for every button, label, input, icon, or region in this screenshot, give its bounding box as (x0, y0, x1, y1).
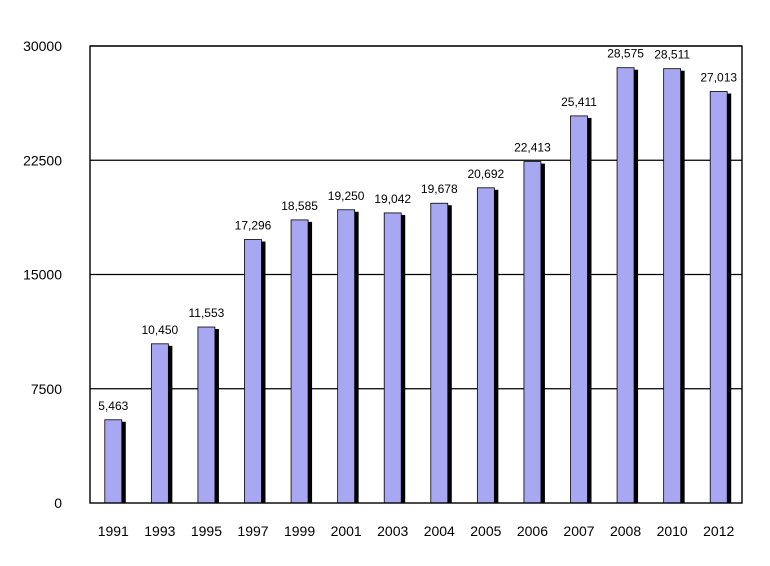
plot-frame (89, 45, 743, 504)
y-tick-label: 22500 (23, 152, 62, 168)
x-tick-label: 2008 (610, 523, 641, 539)
gridlines (90, 45, 742, 390)
bar-1995 (197, 326, 216, 504)
x-tick-label: 2004 (424, 523, 455, 539)
data-label: 28,511 (654, 48, 690, 62)
bar-1997 (244, 239, 262, 504)
data-label: 5,463 (98, 399, 128, 413)
data-label: 25,411 (561, 95, 597, 109)
x-tick-label: 2005 (470, 523, 501, 539)
data-label: 28,575 (607, 47, 644, 61)
x-tick-label: 1993 (144, 523, 175, 539)
data-label: 20,692 (468, 167, 505, 181)
bar-2007 (570, 115, 588, 504)
labels: 0 7500 15000 22500 30000 5,463 1991 10,450 1993 1… (23, 38, 737, 539)
axes (89, 45, 743, 504)
x-tick-label: 2012 (703, 523, 734, 539)
data-label: 11,553 (189, 306, 225, 320)
bars (104, 67, 732, 504)
data-label: 19,042 (374, 192, 411, 206)
bar-1993 (150, 343, 169, 504)
x-tick-label: 2006 (517, 523, 548, 539)
y-tick-label: 15000 (23, 267, 62, 283)
bar-2012 (709, 91, 728, 504)
bar-2001 (337, 209, 356, 504)
y-tick-label: 7500 (31, 381, 62, 397)
x-tick-label: 2001 (331, 523, 362, 539)
data-label: 19,250 (328, 189, 365, 203)
bar-1991 (104, 419, 123, 504)
bar-2005 (476, 187, 495, 504)
x-tick-label: 1997 (237, 523, 268, 539)
data-label: 19,678 (421, 182, 458, 196)
x-tick-label: 2010 (657, 523, 688, 539)
bar-1999 (290, 219, 309, 504)
x-tick-label: 1995 (191, 523, 222, 539)
x-tick-label: 2007 (563, 523, 594, 539)
y-tick-label: 0 (54, 495, 62, 511)
data-label: 22,413 (514, 141, 551, 155)
data-label: 17,296 (235, 219, 272, 233)
bar-2006 (523, 161, 542, 504)
bar-2004 (430, 202, 449, 504)
bar-2010 (663, 68, 682, 504)
bar-2008 (616, 67, 635, 504)
bar-2003 (383, 212, 402, 504)
x-tick-label: 2003 (377, 523, 408, 539)
x-tick-label: 1991 (98, 523, 129, 539)
data-label: 18,585 (281, 199, 318, 213)
data-label: 27,013 (700, 71, 737, 85)
x-tick-label: 1999 (284, 523, 315, 539)
y-tick-label: 30000 (23, 38, 62, 54)
data-label: 10,450 (142, 323, 179, 337)
